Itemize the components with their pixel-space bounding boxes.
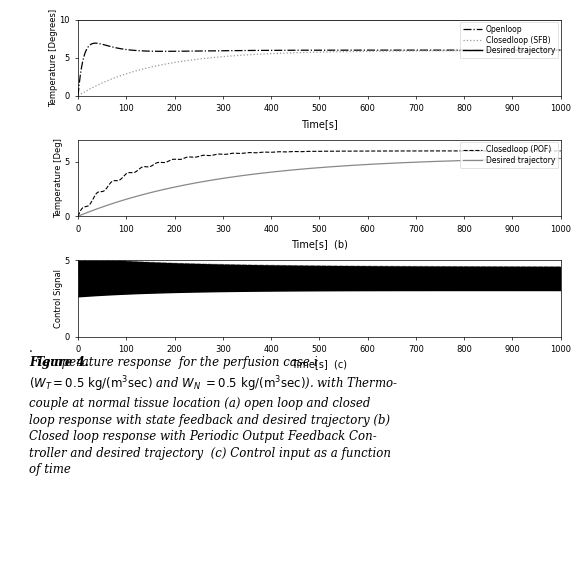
Desired trajectory xyxy=(557,155,564,162)
Desired trajectory xyxy=(522,16,529,23)
Desired trajectory xyxy=(334,16,341,23)
Desired trajectory xyxy=(75,16,81,23)
Closedloop (POF) xyxy=(131,169,138,176)
Closedloop (SFB) xyxy=(334,48,341,55)
Legend: Openloop, Closedloop (SFB), Desired trajectory: Openloop, Closedloop (SFB), Desired traj… xyxy=(460,22,558,58)
Openloop xyxy=(92,40,99,47)
Closedloop (POF) xyxy=(420,148,427,154)
X-axis label: Time[s]  (b): Time[s] (b) xyxy=(291,239,348,249)
Line: Openloop: Openloop xyxy=(78,43,561,96)
Legend: Closedloop (POF), Desired trajectory: Closedloop (POF), Desired trajectory xyxy=(460,142,558,168)
Openloop xyxy=(334,47,341,53)
Desired trajectory xyxy=(75,213,81,219)
Closedloop (POF) xyxy=(334,148,341,154)
Closedloop (POF) xyxy=(328,148,335,155)
Text: Figure 4.: Figure 4. xyxy=(29,356,88,369)
Openloop xyxy=(522,47,529,53)
Line: Closedloop (SFB): Closedloop (SFB) xyxy=(78,50,561,96)
Closedloop (POF) xyxy=(75,213,81,219)
Closedloop (POF) xyxy=(522,148,529,154)
Text: Temperature response  for the perfusion case-i
$(W_T=0.5\ \rm{kg/(m^3 sec)}$ and: Temperature response for the perfusion c… xyxy=(29,356,398,476)
Closedloop (SFB) xyxy=(75,93,81,99)
Desired trajectory xyxy=(420,158,427,165)
Closedloop (SFB) xyxy=(328,48,335,55)
Closedloop (POF) xyxy=(557,148,564,154)
X-axis label: Time[s]: Time[s] xyxy=(301,119,338,128)
Y-axis label: Temperature [Degrees]: Temperature [Degrees] xyxy=(49,8,58,107)
Closedloop (SFB) xyxy=(557,47,564,54)
Closedloop (POF) xyxy=(469,148,476,154)
Closedloop (SFB) xyxy=(131,68,138,75)
Closedloop (SFB) xyxy=(522,47,529,54)
Closedloop (SFB) xyxy=(420,48,427,54)
Desired trajectory xyxy=(557,16,564,23)
Openloop xyxy=(420,47,427,53)
Y-axis label: Temperature [Deg]: Temperature [Deg] xyxy=(54,138,63,218)
Desired trajectory xyxy=(334,163,341,170)
Openloop xyxy=(131,47,138,54)
Line: Desired trajectory: Desired trajectory xyxy=(78,159,561,216)
Desired trajectory xyxy=(131,194,138,200)
Text: .: . xyxy=(29,342,33,355)
Closedloop (POF) xyxy=(549,148,555,154)
Line: Closedloop (POF): Closedloop (POF) xyxy=(78,151,561,216)
Openloop xyxy=(75,93,81,99)
Desired trajectory xyxy=(469,16,476,23)
Y-axis label: Control Signal: Control Signal xyxy=(54,269,63,328)
Desired trajectory xyxy=(522,156,529,163)
Desired trajectory xyxy=(469,157,476,164)
Desired trajectory xyxy=(131,16,138,23)
Desired trajectory xyxy=(420,16,427,23)
X-axis label: Time[s]  (c): Time[s] (c) xyxy=(291,360,347,370)
Openloop xyxy=(557,47,564,53)
Desired trajectory xyxy=(328,16,335,23)
Closedloop (SFB) xyxy=(469,47,476,54)
Openloop xyxy=(328,47,335,53)
Desired trajectory xyxy=(328,163,335,170)
Openloop xyxy=(469,47,476,53)
